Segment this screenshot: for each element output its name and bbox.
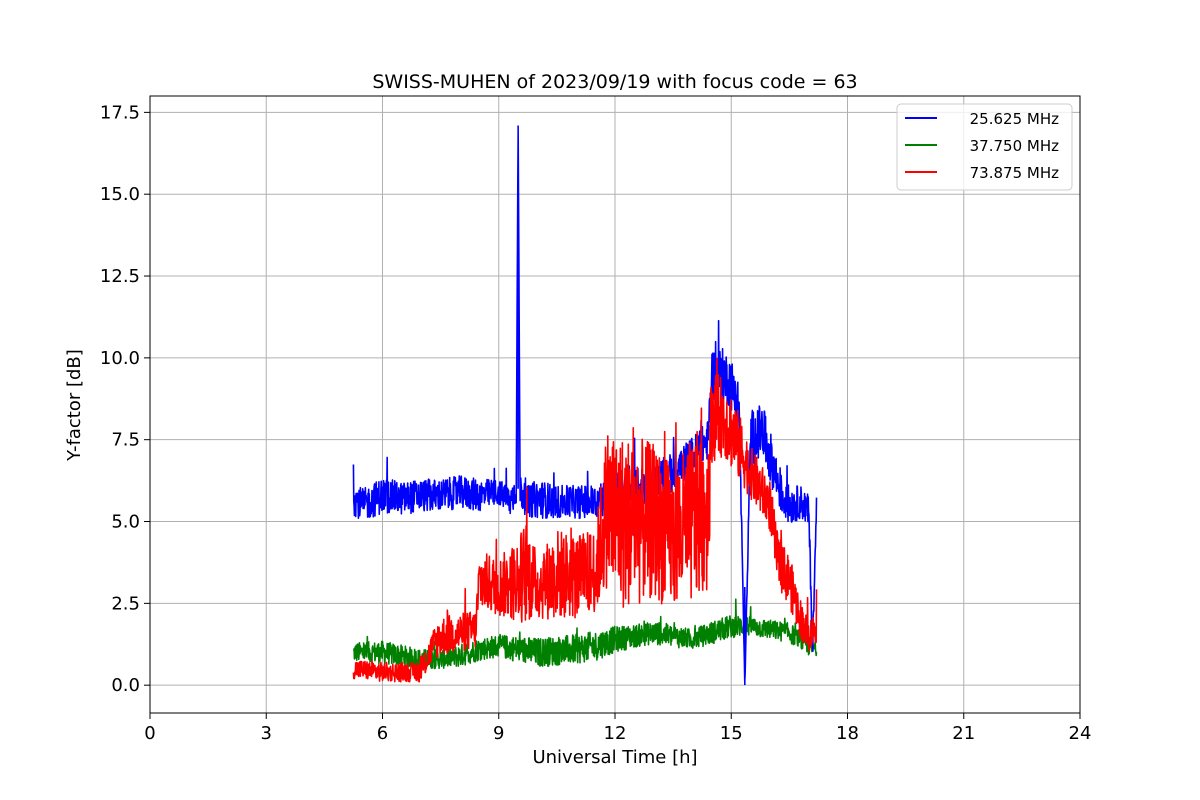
chart-title: SWISS-MUHEN of 2023/09/19 with focus cod… [372, 71, 857, 93]
series-plot-area [352, 125, 818, 686]
legend-label-series-2: 37.750 MHz [970, 137, 1059, 155]
y-tick-label: 7.5 [111, 430, 140, 451]
y-tick-label: 10.0 [100, 348, 140, 369]
y-tick-label: 12.5 [100, 266, 140, 287]
x-axis-label: Universal Time [h] [532, 747, 697, 768]
legend-label-series-1: 25.625 MHz [970, 110, 1059, 128]
y-tick-label: 0.0 [111, 675, 140, 696]
x-tick-label: 15 [720, 723, 743, 744]
legend: 25.625 MHz 37.750 MHz 73.875 MHz [896, 103, 1073, 191]
y-axis-label: Y-factor [dB] [64, 349, 85, 462]
x-tick-label: 12 [604, 723, 627, 744]
x-tick-label: 24 [1069, 723, 1092, 744]
x-tick-label: 6 [377, 723, 388, 744]
y-tick-label: 2.5 [111, 593, 140, 614]
axes: 0 3 6 9 12 15 18 21 24 0.0 2.5 5.0 7.5 10.0 12.5 15.0 17… [100, 95, 1092, 744]
series-line-2 [352, 598, 818, 670]
x-tick-label: 3 [261, 723, 272, 744]
series-line-1 [352, 125, 818, 686]
legend-frame [896, 103, 1073, 191]
x-tick-label: 0 [144, 723, 155, 744]
y-tick-label: 15.0 [100, 184, 140, 205]
y-tick-label: 5.0 [111, 512, 140, 533]
legend-label-series-3: 73.875 MHz [970, 164, 1059, 182]
x-tick-label: 21 [952, 723, 975, 744]
x-tick-label: 9 [493, 723, 504, 744]
series-line-3 [352, 357, 818, 683]
x-tick-label: 18 [836, 723, 859, 744]
y-tick-label: 17.5 [100, 102, 140, 123]
